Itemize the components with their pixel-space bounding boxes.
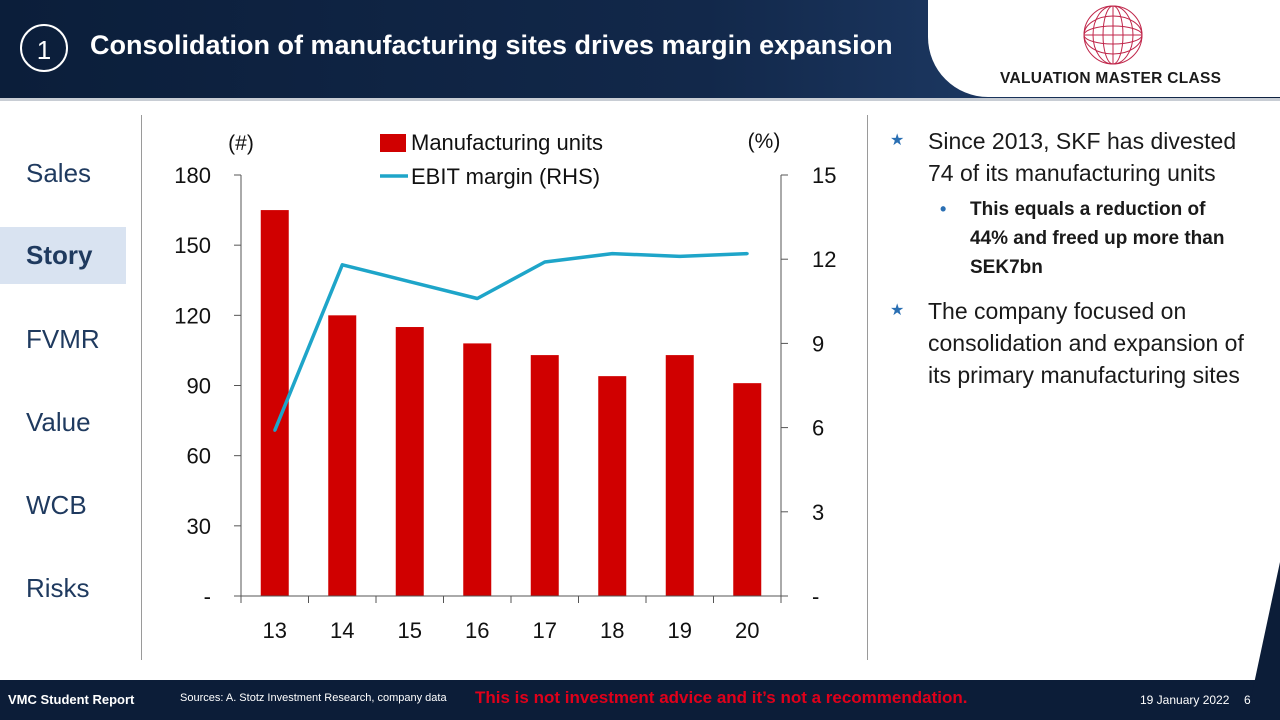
footer-bar — [0, 680, 1280, 720]
x-tick-label: 18 — [600, 618, 624, 643]
chart: 13 14 15 16 17 18 19 20 - 30 60 90 120 150 180 - 3 6 9 12 15… — [174, 130, 836, 643]
left-tick-label: 90 — [187, 374, 211, 399]
x-tick-label: 14 — [330, 618, 354, 643]
bar-14 — [328, 315, 357, 596]
bullet-text: The company focused on consolidation and… — [928, 298, 1244, 388]
bar-18 — [598, 376, 627, 596]
star-bullet-icon: ★ — [890, 302, 905, 319]
legend-manufacturing-units: Manufacturing units — [411, 130, 603, 155]
right-tick-label: 12 — [812, 247, 836, 272]
corner-accent — [1248, 562, 1280, 712]
x-tick-label: 16 — [465, 618, 489, 643]
bullet-point: ★ The company focused on consolidation a… — [890, 295, 1260, 391]
left-tick-label: 180 — [174, 163, 211, 188]
ebit-point-20 — [745, 252, 749, 256]
left-axis-label: (#) — [228, 132, 254, 155]
bar-19 — [665, 355, 694, 596]
x-tick-label: 13 — [263, 618, 287, 643]
nav-item-value[interactable]: Value — [26, 407, 91, 437]
ebit-point-15 — [408, 280, 412, 284]
nav-item-story[interactable]: Story — [0, 227, 126, 284]
legend-ebit-margin: EBIT margin (RHS) — [411, 164, 600, 189]
left-tick-label: 60 — [187, 444, 211, 469]
disclaimer: This is not investment advice and it’s n… — [475, 688, 968, 707]
bar-15 — [395, 327, 424, 596]
left-tick-label: 30 — [187, 514, 211, 539]
ebit-point-18 — [610, 252, 614, 256]
bar-17 — [530, 355, 559, 596]
bullet-text: Since 2013, SKF has divested 74 of its m… — [928, 128, 1237, 186]
ebit-point-16 — [475, 296, 479, 300]
nav-item-risks[interactable]: Risks — [26, 573, 90, 603]
x-tick-label: 20 — [735, 618, 759, 643]
ebit-margin-line — [273, 251, 748, 432]
section-number-badge: 1 — [20, 24, 68, 72]
dot-bullet-icon: • — [940, 199, 947, 219]
left-tick-label: 150 — [174, 233, 211, 258]
right-tick-label: 3 — [812, 500, 824, 525]
nav-divider — [141, 115, 142, 660]
report-label: VMC Student Report — [8, 692, 135, 707]
nav-item-wcb[interactable]: WCB — [26, 490, 87, 520]
header-divider — [0, 98, 1280, 101]
nav-item-fvmr[interactable]: FVMR — [26, 324, 100, 354]
ebit-point-14 — [340, 263, 344, 267]
sources-note: Sources: A. Stotz Investment Research, c… — [180, 692, 447, 704]
right-tick-label: - — [812, 584, 819, 609]
nav-item-sales[interactable]: Sales — [26, 158, 92, 188]
sub-bullet-point: • This equals a reduction of 44% and fre… — [940, 195, 1240, 282]
page-number: 6 — [1244, 693, 1251, 707]
globe-logo-icon — [1083, 5, 1143, 65]
ebit-point-13 — [273, 428, 277, 432]
x-tick-label: 17 — [533, 618, 557, 643]
right-tick-label: 6 — [812, 416, 824, 441]
x-tick-label: 19 — [668, 618, 692, 643]
report-date: 19 January 2022 — [1140, 693, 1230, 707]
brand-name: VALUATION MASTER CLASS — [1000, 70, 1222, 87]
left-tick-label: - — [204, 584, 211, 609]
content-divider — [867, 115, 868, 660]
legend-bar-swatch — [380, 134, 406, 152]
page-title: Consolidation of manufacturing sites dri… — [90, 30, 893, 60]
right-tick-label: 15 — [812, 163, 836, 188]
left-tick-label: 120 — [174, 303, 211, 328]
ebit-point-17 — [543, 260, 547, 264]
bar-20 — [733, 383, 762, 596]
x-tick-label: 15 — [398, 618, 422, 643]
right-axis-label: (%) — [748, 130, 781, 153]
sub-bullet-text: This equals a reduction of 44% and freed… — [970, 199, 1225, 278]
right-tick-label: 9 — [812, 331, 824, 356]
ebit-point-19 — [678, 254, 682, 258]
bar-16 — [463, 343, 492, 596]
star-bullet-icon: ★ — [890, 132, 905, 149]
bullet-point: ★ Since 2013, SKF has divested 74 of its… — [890, 125, 1260, 189]
